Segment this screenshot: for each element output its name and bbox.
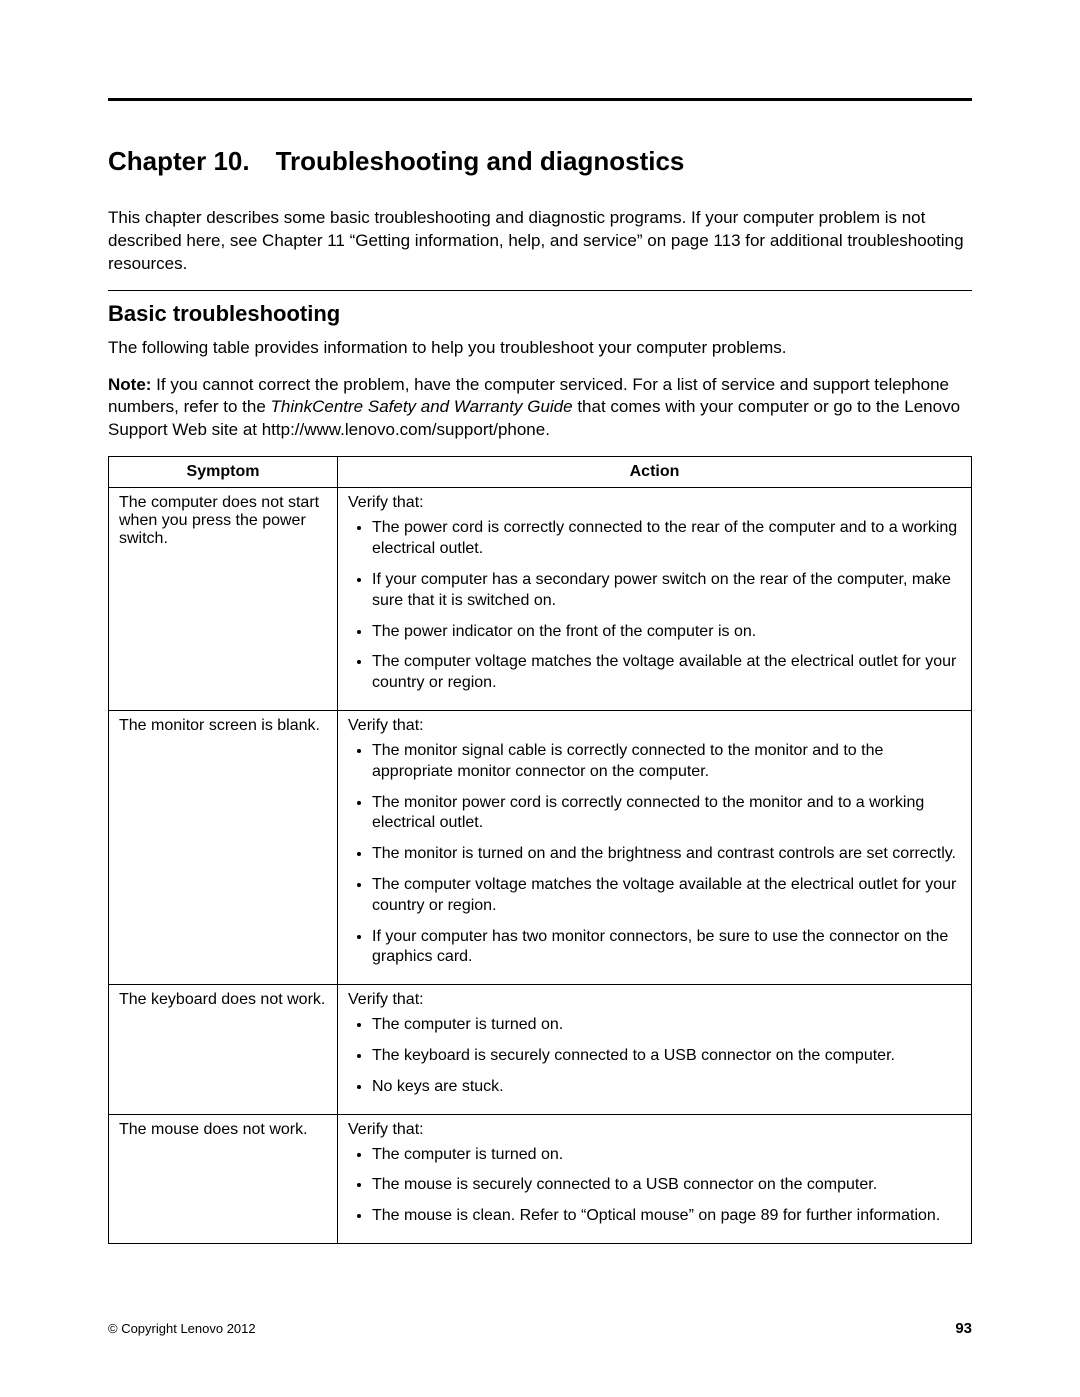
- footer-copyright: © Copyright Lenovo 2012: [108, 1321, 256, 1336]
- symptom-cell: The keyboard does not work.: [109, 985, 338, 1114]
- action-list-item: The computer is turned on.: [372, 1145, 961, 1166]
- action-list-item: If your computer has a secondary power s…: [372, 570, 961, 612]
- page-footer: © Copyright Lenovo 2012 93: [108, 1320, 972, 1337]
- table-row: The computer does not start when you pre…: [109, 488, 972, 711]
- table-row: The monitor screen is blank.Verify that:…: [109, 710, 972, 984]
- action-list-item: The monitor signal cable is correctly co…: [372, 741, 961, 783]
- action-cell: Verify that:The computer is turned on.Th…: [338, 985, 972, 1114]
- table-header-row: Symptom Action: [109, 457, 972, 488]
- action-list: The computer is turned on. The keyboard i…: [348, 1015, 961, 1097]
- action-cell: Verify that: The power cord is correctly …: [338, 488, 972, 711]
- action-list: The power cord is correctly connected to…: [348, 518, 961, 694]
- symptom-cell: The computer does not start when you pre…: [109, 488, 338, 711]
- table-header-symptom: Symptom: [109, 457, 338, 488]
- chapter-title: Chapter 10. Troubleshooting and diagnost…: [108, 145, 972, 179]
- troubleshooting-table: Symptom Action The computer does not sta…: [108, 456, 972, 1244]
- top-horizontal-rule: [108, 98, 972, 101]
- table-row: The mouse does not work. Verify that: The …: [109, 1114, 972, 1243]
- footer-page-number: 93: [955, 1320, 972, 1337]
- chapter-intro-paragraph: This chapter describes some basic troubl…: [108, 207, 972, 276]
- action-list-item: The monitor is turned on and the brightn…: [372, 844, 961, 865]
- action-list-item: The mouse is clean. Refer to “Optical mo…: [372, 1206, 961, 1227]
- action-list: The computer is turned on. The mouse is s…: [348, 1145, 961, 1227]
- section-lead-paragraph: The following table provides information…: [108, 337, 972, 360]
- action-list: The monitor signal cable is correctly co…: [348, 741, 961, 968]
- action-list-item: The mouse is securely connected to a USB…: [372, 1175, 961, 1196]
- verify-lead: Verify that:: [348, 991, 961, 1009]
- symptom-cell: The mouse does not work.: [109, 1114, 338, 1243]
- action-cell: Verify that:The computer is turned on.Th…: [338, 1114, 972, 1243]
- verify-lead: Verify that:: [348, 1121, 961, 1139]
- document-page: Chapter 10. Troubleshooting and diagnost…: [0, 0, 1080, 1397]
- action-list-item: The power indicator on the front of the …: [372, 622, 961, 643]
- note-label: Note:: [108, 375, 151, 394]
- table-header-action: Action: [338, 457, 972, 488]
- action-list-item: No keys are stuck.: [372, 1077, 961, 1098]
- table-row: The keyboard does not work. Verify that: T…: [109, 985, 972, 1114]
- verify-lead: Verify that:: [348, 717, 961, 735]
- action-list-item: If your computer has two monitor connect…: [372, 927, 961, 969]
- note-text-italic: ThinkCentre Safety and Warranty Guide: [271, 397, 573, 416]
- action-cell: Verify that: The monitor signal cable is …: [338, 710, 972, 984]
- section-title: Basic troubleshooting: [108, 301, 972, 327]
- action-list-item: The keyboard is securely connected to a …: [372, 1046, 961, 1067]
- action-list-item: The computer voltage matches the voltage…: [372, 875, 961, 917]
- action-list-item: The power cord is correctly connected to…: [372, 518, 961, 560]
- symptom-cell: The monitor screen is blank.: [109, 710, 338, 984]
- action-list-item: The computer voltage matches the voltage…: [372, 652, 961, 694]
- section-horizontal-rule: [108, 290, 972, 291]
- verify-lead: Verify that:: [348, 494, 961, 512]
- action-list-item: The computer is turned on.: [372, 1015, 961, 1036]
- table-body: The computer does not start when you pre…: [109, 488, 972, 1244]
- action-list-item: The monitor power cord is correctly conn…: [372, 793, 961, 835]
- note-paragraph: Note: If you cannot correct the problem,…: [108, 374, 972, 443]
